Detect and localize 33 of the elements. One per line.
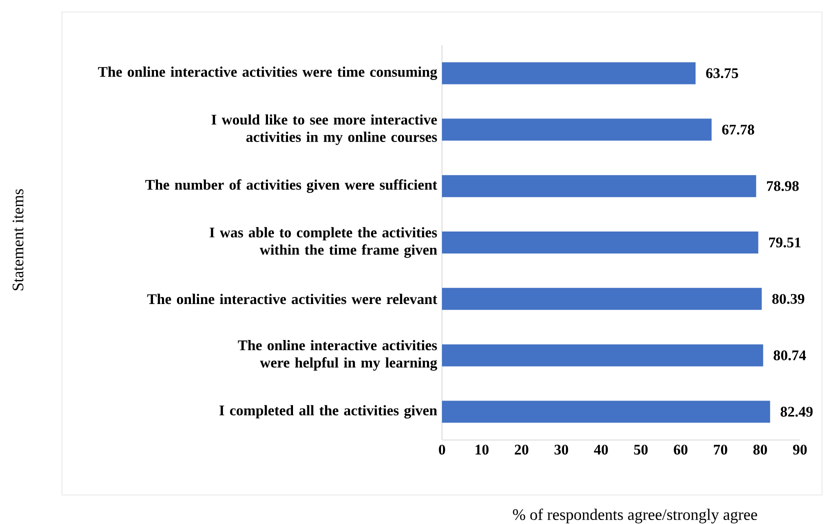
y-tick-label: The online interactive activities were time consuming [98,66,438,80]
data-label: 63.75 [706,68,738,78]
x-tick-label: 0 [438,444,446,455]
y-tick-label: The online interactive activities were relevant [147,294,438,304]
bar [442,62,696,84]
x-tick-label: 60 [674,444,688,455]
y-axis-title: Statement items [12,189,24,290]
bar [442,400,770,423]
data-label: 79.51 [769,238,801,248]
x-tick-label: 10 [476,444,489,455]
y-tick-label: I was able to complete the activities within the time frame given [210,227,438,258]
x-tick-label: 90 [793,444,807,455]
x-axis-title: % of respondents agree/strongly agree [512,508,758,524]
data-label: 67.78 [722,124,754,135]
y-tick-label: The number of activities given were sufficient [145,179,438,193]
x-tick-label: 30 [554,444,568,455]
data-label: 80.39 [772,294,804,304]
y-tick-label: The online interactive activities were helpful in my learning [238,340,438,371]
data-label: 78.98 [767,181,799,192]
x-tick-label: 40 [594,444,608,455]
x-tick-label: 20 [514,444,528,455]
x-tick-label: 80 [753,444,767,455]
bar [442,118,712,141]
y-tick-label: I would like to see more interactive activities in my online courses [212,114,437,145]
y-tick-label: I completed all the activities given [219,405,438,418]
bar [442,232,758,254]
x-tick-label: 70 [714,444,728,455]
bar [442,344,764,366]
data-label: 80.74 [774,350,806,360]
x-tick-label: 50 [634,444,648,455]
bar [442,288,762,310]
bar [442,175,756,198]
data-label: 82.49 [780,406,813,417]
